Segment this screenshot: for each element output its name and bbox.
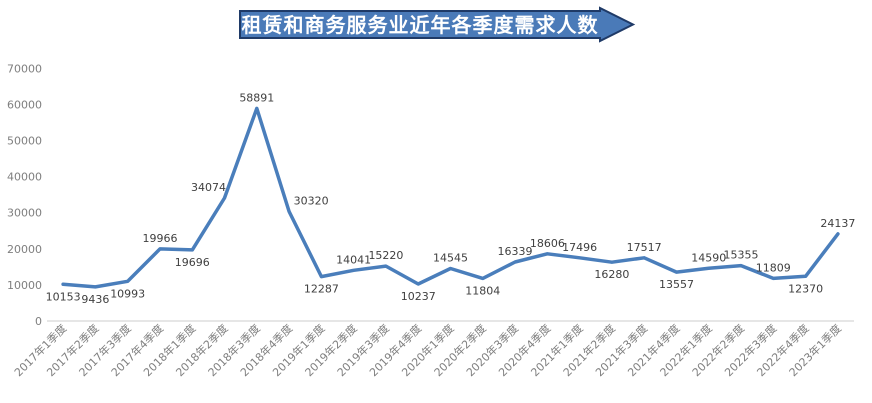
data-label: 19696 <box>175 256 210 269</box>
data-label: 15355 <box>724 249 759 262</box>
chart-title-banner: 租赁和商务服务业近年各季度需求人数 <box>239 6 636 43</box>
data-label: 58891 <box>239 91 274 104</box>
data-label: 14545 <box>433 251 468 264</box>
data-labels: 10153 9436 10993 19966 19696 34074 58891 30320 1… <box>46 91 856 306</box>
title-banner-shape <box>239 6 636 43</box>
data-label: 17517 <box>627 241 662 254</box>
data-label: 9436 <box>81 293 109 306</box>
data-label: 12287 <box>304 283 339 296</box>
data-label: 11809 <box>756 261 791 274</box>
y-axis-tick-label: 60000 <box>7 98 42 111</box>
data-label: 10153 <box>46 290 81 303</box>
data-label: 14590 <box>691 251 726 264</box>
data-label: 12370 <box>788 282 823 295</box>
data-label: 14041 <box>336 253 371 266</box>
data-label: 18606 <box>530 237 565 250</box>
data-label: 16339 <box>498 245 533 258</box>
data-label: 10237 <box>401 290 436 303</box>
y-axis: 0 10000 20000 30000 40000 50000 60000 70000 <box>7 62 854 328</box>
data-label: 34074 <box>191 181 226 194</box>
data-label: 30320 <box>294 195 329 208</box>
y-axis-tick-label: 20000 <box>7 243 42 256</box>
demand-series <box>61 106 840 289</box>
data-label: 19966 <box>142 232 177 245</box>
data-label: 16280 <box>594 268 629 281</box>
data-label: 17496 <box>562 241 597 254</box>
data-label: 15220 <box>368 249 403 262</box>
y-axis-tick-label: 30000 <box>7 207 42 220</box>
data-label: 24137 <box>820 217 855 230</box>
y-axis-tick-label: 40000 <box>7 171 42 184</box>
y-axis-tick-label: 50000 <box>7 135 42 148</box>
data-label: 10993 <box>110 287 145 300</box>
y-axis-tick-label: 0 <box>35 315 42 328</box>
x-axis: 2017年1季度2017年2季度2017年3季度2017年4季度2018年1季度… <box>11 321 844 379</box>
chart-title: 租赁和商务服务业近年各季度需求人数 <box>242 13 599 37</box>
y-axis-tick-label: 10000 <box>7 279 42 292</box>
data-label: 13557 <box>659 278 694 291</box>
y-axis-tick-label: 70000 <box>7 62 42 75</box>
data-label: 11804 <box>465 284 500 297</box>
demand-line <box>61 106 840 289</box>
